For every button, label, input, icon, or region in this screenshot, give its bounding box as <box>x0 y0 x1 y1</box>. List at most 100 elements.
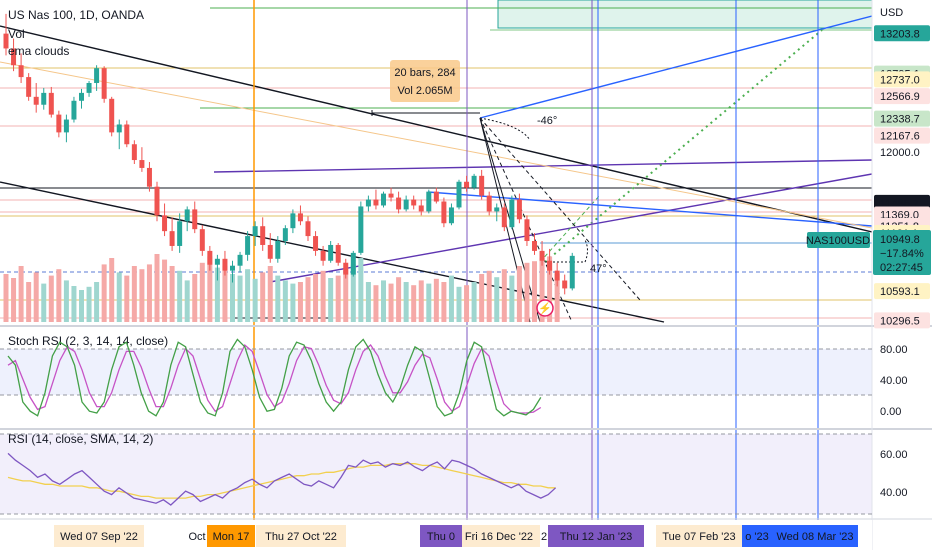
stoch-rsi-pane: Stoch RSI (2, 3, 14, 14, close) <box>0 334 872 417</box>
candle <box>41 87 47 110</box>
volume-bar <box>494 277 500 322</box>
price-label: 12167.6 <box>874 127 930 144</box>
candle <box>230 260 235 283</box>
candle <box>252 221 258 246</box>
volume-bar <box>471 282 477 322</box>
volume-bar <box>396 277 402 322</box>
candle <box>320 245 326 266</box>
volume-bar <box>252 278 258 322</box>
currency-label: USD <box>880 7 903 19</box>
volume-bar <box>131 266 137 322</box>
volume-bar <box>177 270 183 322</box>
annotations: 20 bars, 284 Vol 2.065M -46° 47° ⚡ <box>390 60 607 317</box>
candle <box>3 13 9 56</box>
candle <box>48 86 54 118</box>
svg-text:12566.9: 12566.9 <box>880 91 920 103</box>
candle <box>358 201 364 255</box>
time-label-6: 2 <box>541 531 547 543</box>
candle <box>245 231 251 261</box>
candle <box>109 96 115 137</box>
flash-icon[interactable] <box>536 299 554 317</box>
chart-title: US Nas 100, 1D, OANDA <box>8 8 144 22</box>
candle <box>562 274 568 295</box>
svg-text:12000.0: 12000.0 <box>880 147 920 159</box>
rsi-pane: RSI (14, close, SMA, 14, 2) <box>0 432 872 515</box>
candle <box>237 251 243 273</box>
candle <box>448 203 454 226</box>
candle <box>532 233 537 255</box>
candle <box>33 83 39 113</box>
candle <box>305 216 311 242</box>
volume-bar <box>86 286 92 322</box>
candle <box>214 254 220 281</box>
candle <box>433 187 439 204</box>
candle <box>139 147 145 172</box>
time-label-5: Fri 16 Dec '22 <box>465 531 533 543</box>
svg-text:12167.6: 12167.6 <box>880 131 920 143</box>
price-label: 12338.7 <box>874 110 930 127</box>
chart-legend: US Nas 100, 1D, OANDA Vol ema clouds <box>8 8 144 58</box>
candle <box>116 119 122 150</box>
candle <box>343 258 349 279</box>
volume-bar <box>532 261 537 322</box>
price-label: 12566.9 <box>874 88 930 105</box>
rsi-tick-40: 40.00 <box>880 487 908 499</box>
candle <box>79 88 84 109</box>
volume-bar <box>169 266 175 322</box>
volume-bar <box>539 258 545 322</box>
volume-bar <box>154 254 160 322</box>
volume-bar <box>275 275 281 322</box>
rsi-tick-60: 60.00 <box>880 449 908 461</box>
volume-bar <box>162 259 168 322</box>
svg-text:12737.0: 12737.0 <box>880 74 920 86</box>
annotation-bars-count: 20 bars, 284 <box>394 67 455 79</box>
candle <box>267 233 273 263</box>
candle <box>479 169 485 200</box>
candle <box>101 66 107 103</box>
candle <box>26 73 32 101</box>
volume-bar <box>524 262 530 322</box>
stoch-tick-0: 0.00 <box>880 406 901 418</box>
candle <box>441 197 447 228</box>
stoch-rsi-title: Stoch RSI (2, 3, 14, 14, close) <box>8 334 168 348</box>
candle <box>381 191 386 208</box>
volume-bar <box>116 272 122 322</box>
candle <box>524 215 530 246</box>
candle <box>569 252 575 291</box>
candle <box>373 189 379 210</box>
volume-bar <box>411 285 417 322</box>
candle <box>290 209 296 234</box>
countdown: 02:27:45 <box>880 262 923 274</box>
volume-bar <box>403 282 409 322</box>
rsi-line <box>7 452 557 506</box>
candle <box>547 248 553 275</box>
annotation-angle-1: -46° <box>537 115 557 127</box>
volume-bar <box>41 283 47 322</box>
candle <box>471 173 477 190</box>
bars-range-box <box>390 60 460 102</box>
volume-bar <box>124 275 130 322</box>
candle <box>63 114 69 143</box>
candle <box>516 193 522 224</box>
rsi-axis: 60.00 40.00 <box>880 449 908 499</box>
volume-bar <box>282 280 288 322</box>
candle <box>411 195 417 210</box>
candle <box>388 187 394 202</box>
volume-bar <box>343 269 349 322</box>
candle <box>456 179 462 210</box>
volume-bar <box>139 269 145 322</box>
volume-bar <box>79 290 84 322</box>
candle <box>275 236 281 263</box>
price-label: 10593.1 <box>874 283 930 300</box>
candle <box>350 250 356 277</box>
volume-bar <box>192 274 198 322</box>
time-label-1: Oct <box>188 531 205 543</box>
volume-bar <box>464 285 470 322</box>
price-label: 10296.5 <box>874 312 930 329</box>
time-label-0: Wed 07 Sep '22 <box>60 531 138 543</box>
price-axis[interactable]: USD 13203.812795.112737.012566.912338.71… <box>874 7 930 329</box>
time-axis[interactable]: Wed 07 Sep '22 Oct Mon 17 Thu 27 Oct '22… <box>0 520 872 550</box>
volume-bars <box>3 254 560 322</box>
stoch-axis: 80.00 40.00 0.00 <box>880 344 908 418</box>
